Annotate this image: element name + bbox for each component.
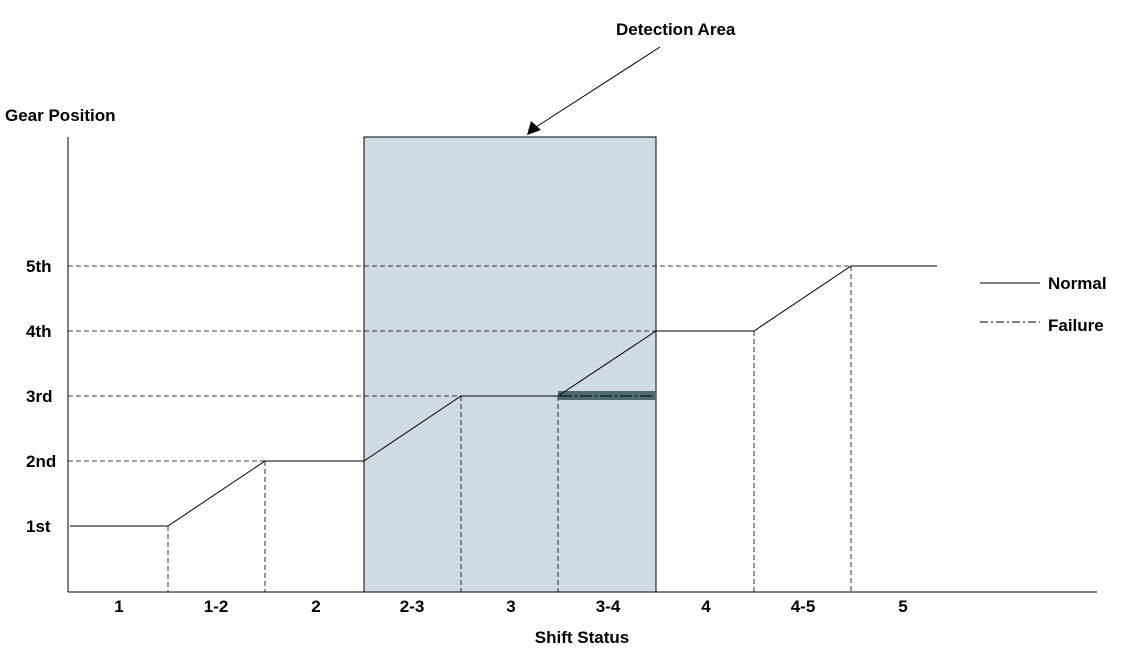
x-tick-2: 2 xyxy=(311,597,320,616)
y-tick-1st: 1st xyxy=(26,517,51,536)
y-axis-label: Gear Position xyxy=(5,106,116,125)
gear-guide-lines xyxy=(68,265,851,462)
x-tick-4-5: 4-5 xyxy=(791,597,816,616)
detection-area-box xyxy=(363,136,657,593)
legend-failure-label: Failure xyxy=(1048,316,1104,335)
detection-area-label: Detection Area xyxy=(616,20,736,39)
detection-arrow-line xyxy=(535,46,661,128)
x-tick-2-3: 2-3 xyxy=(400,597,425,616)
y-tick-5th: 5th xyxy=(26,257,52,276)
x-tick-5: 5 xyxy=(898,597,907,616)
y-tick-3rd: 3rd xyxy=(26,387,52,406)
x-tick-1-2: 1-2 xyxy=(204,597,229,616)
y-tick-2nd: 2nd xyxy=(26,452,56,471)
x-axis-label: Shift Status xyxy=(535,628,629,647)
x-tick-1: 1 xyxy=(114,597,123,616)
legend-normal-label: Normal xyxy=(1048,274,1107,293)
shift-drop-lines xyxy=(167,266,852,592)
normal-gear-path xyxy=(70,265,937,527)
detection-arrow-head xyxy=(527,121,541,135)
y-tick-4th: 4th xyxy=(26,322,52,341)
x-tick-labels: 1 1-2 2 2-3 3 3-4 4 4-5 5 xyxy=(114,597,907,616)
legend: Normal Failure xyxy=(980,274,1107,335)
x-tick-3-4: 3-4 xyxy=(596,597,621,616)
x-tick-4: 4 xyxy=(701,597,711,616)
x-tick-3: 3 xyxy=(506,597,515,616)
y-tick-labels: 1st 2nd 3rd 4th 5th xyxy=(26,257,56,536)
